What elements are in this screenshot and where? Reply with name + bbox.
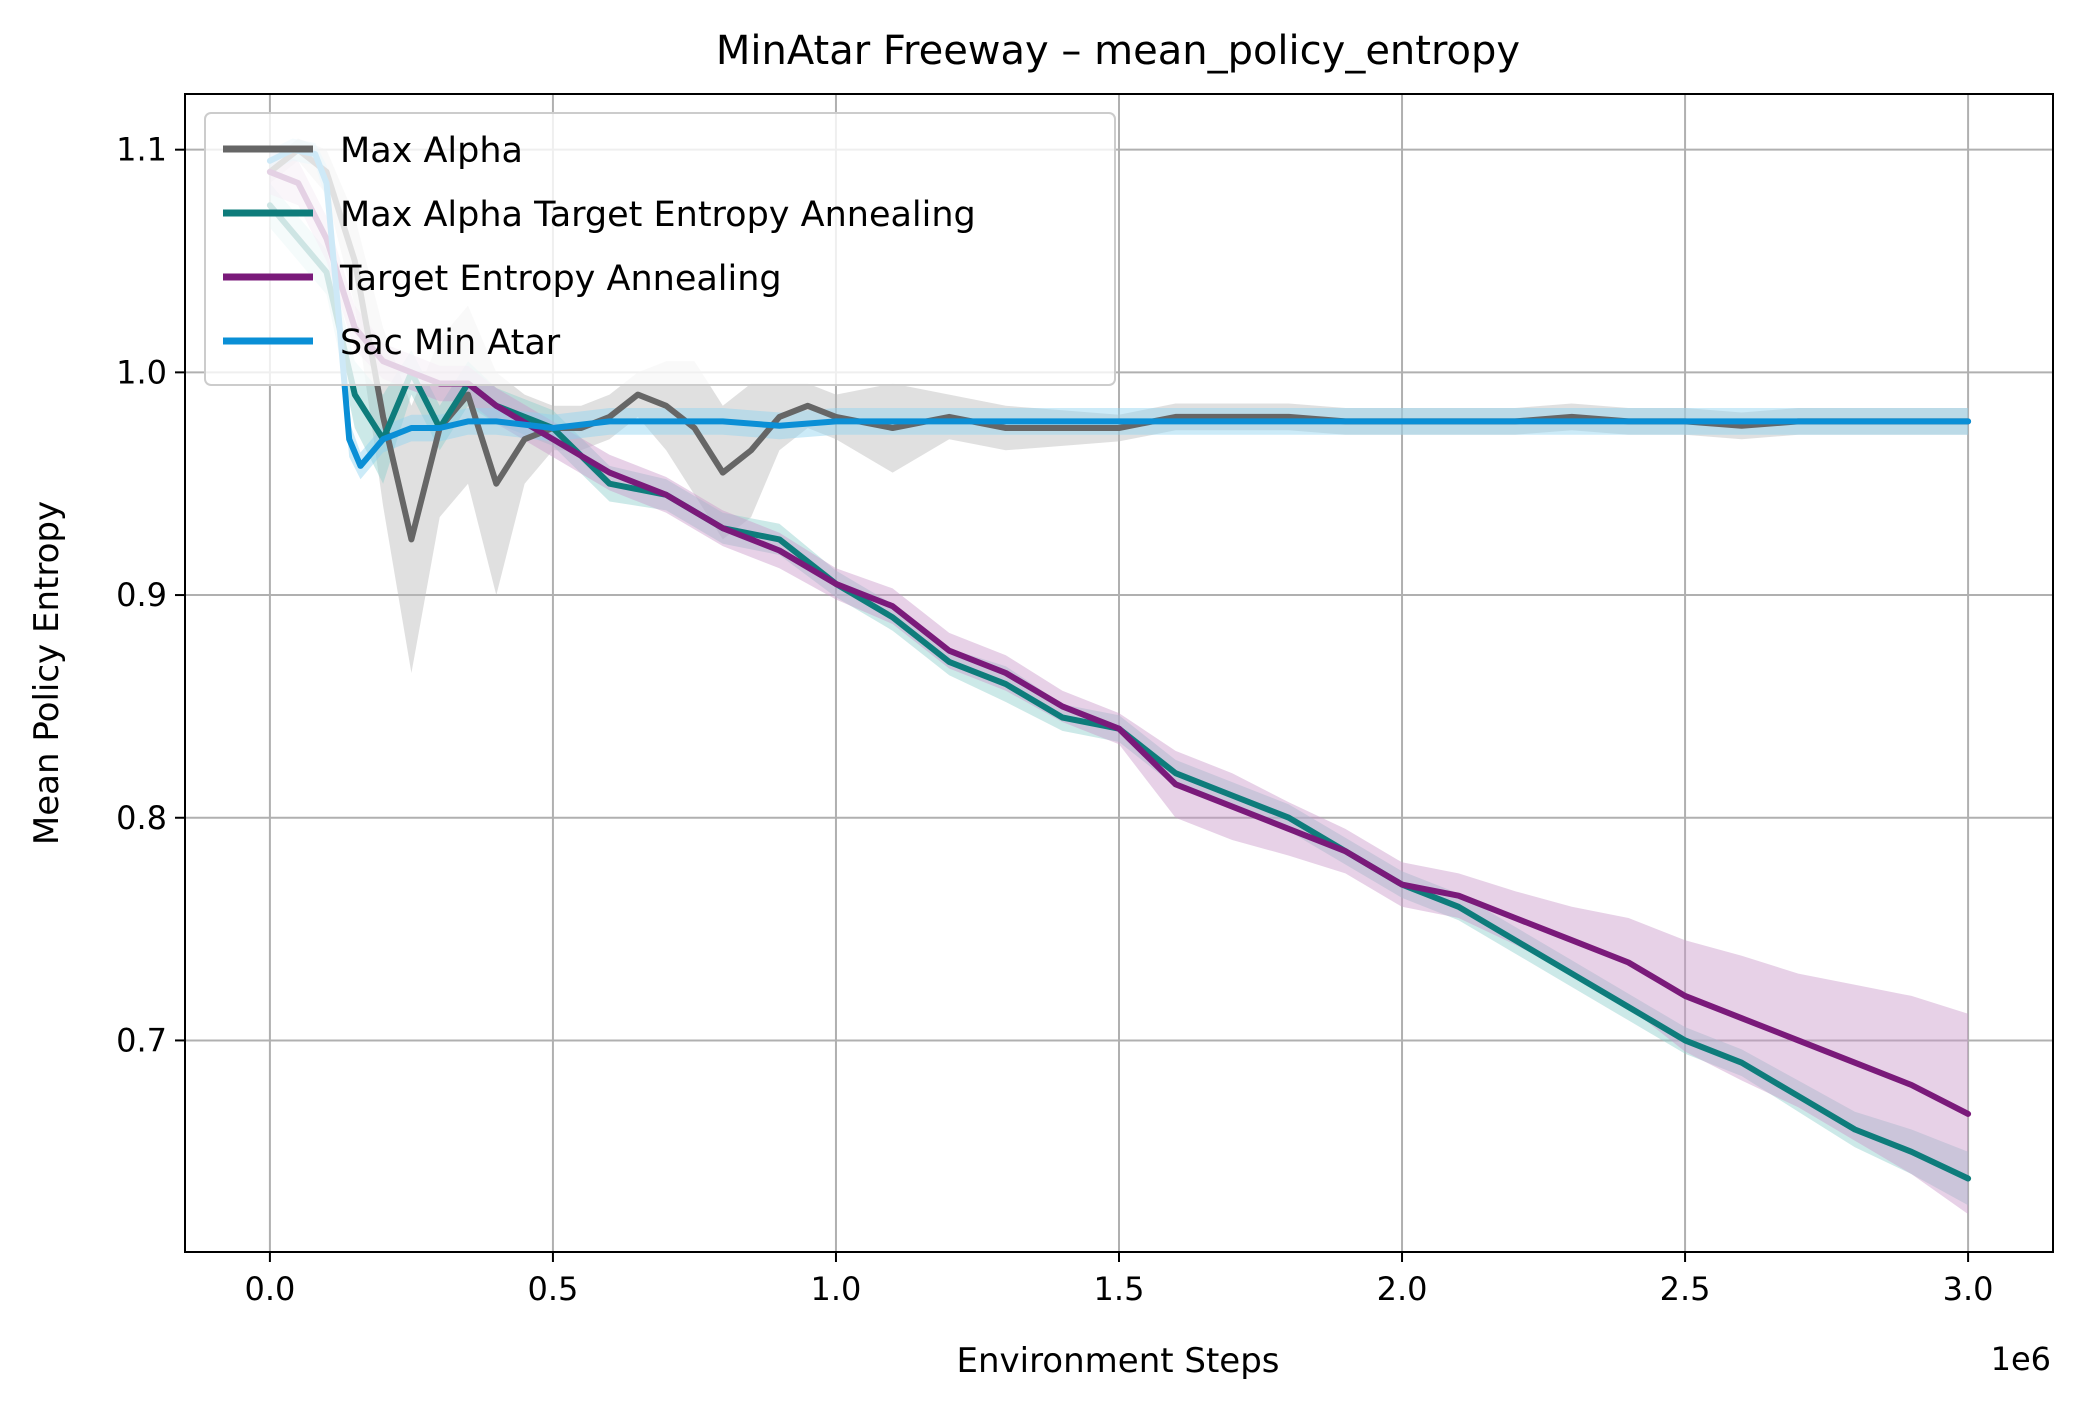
y-axis-label: Mean Policy Entropy — [27, 501, 67, 845]
band-target-entropy-annealing — [269, 149, 1969, 1215]
x-tick-label: 2.5 — [1660, 1270, 1711, 1308]
legend-label-sac-min-atar: Sac Min Atar — [340, 323, 561, 363]
y-tick-label: 1.1 — [116, 131, 167, 169]
band-max-alpha — [269, 138, 1969, 673]
x-axis-scale-note: 1e6 — [1991, 1340, 2051, 1378]
y-tick-label: 0.8 — [116, 799, 167, 837]
band-sac-min-atar — [269, 138, 1969, 480]
y-tick-label: 1.0 — [116, 353, 167, 391]
x-tick-label: 1.5 — [1094, 1270, 1145, 1308]
x-tick-label: 0.0 — [244, 1270, 295, 1308]
x-tick-label: 3.0 — [1943, 1270, 1994, 1308]
x-axis-label: Environment Steps — [956, 1341, 1279, 1381]
chart-title: MinAtar Freeway – mean_policy_entropy — [716, 28, 1520, 74]
legend-label-max-alpha: Max Alpha — [340, 131, 523, 171]
legend-label-target-entropy-annealing: Target Entropy Annealing — [339, 259, 782, 299]
legend-box — [204, 112, 1116, 386]
line-max-alpha-target-entropy-annealing — [266, 202, 1972, 1182]
x-tick-label: 1.0 — [811, 1270, 862, 1308]
y-axis-ticks: 0.7 0.8 0.9 1.0 1.1 — [116, 131, 185, 1059]
x-axis-ticks: 0.0 0.5 1.0 1.5 2.0 2.5 3.0 — [244, 1252, 1994, 1308]
x-tick-label: 0.5 — [527, 1270, 578, 1308]
x-tick-label: 2.0 — [1377, 1270, 1428, 1308]
confidence-bands — [269, 138, 1969, 1215]
y-tick-label: 0.7 — [116, 1021, 167, 1059]
legend: Max Alpha Max Alpha Target Entropy Anneal… — [204, 112, 1116, 386]
band-max-alpha-target-entropy-annealing — [269, 183, 1969, 1206]
legend-label-max-alpha-target-entropy-annealing: Max Alpha Target Entropy Annealing — [340, 195, 976, 235]
line-sac-min-atar — [266, 146, 1972, 469]
y-tick-label: 0.9 — [116, 576, 167, 614]
